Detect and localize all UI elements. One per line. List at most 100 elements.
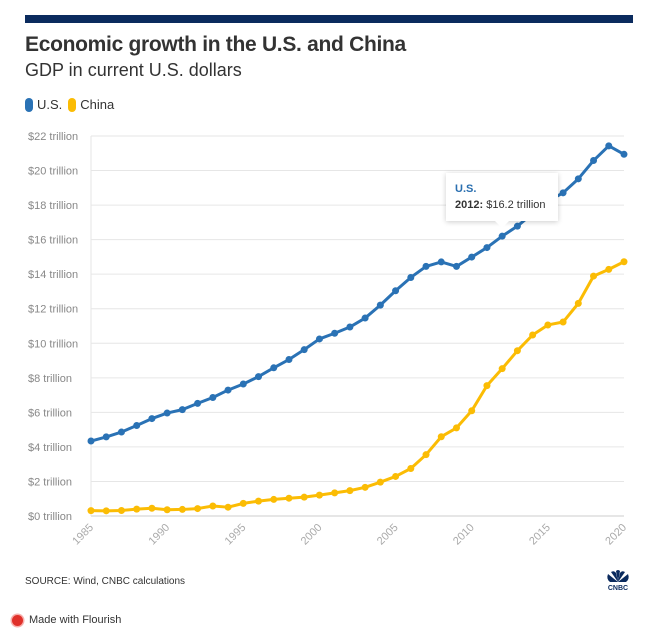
data-point	[224, 386, 232, 394]
x-tick-label: 2010	[451, 522, 477, 548]
y-tick-label: $20 trillion	[28, 166, 78, 178]
legend-swatch-us	[25, 97, 33, 112]
tooltip: U.S. 2012: $16.2 trillion	[446, 173, 558, 228]
y-tick-label: $2 trillion	[28, 476, 72, 488]
data-point	[331, 489, 339, 497]
x-tick-label: 2020	[603, 522, 629, 548]
data-point	[148, 504, 156, 512]
data-point	[300, 493, 308, 501]
data-point	[590, 272, 598, 280]
legend-item-us[interactable]: U.S.	[25, 97, 62, 112]
data-point	[300, 346, 308, 354]
data-point	[178, 406, 186, 414]
data-point	[239, 380, 247, 388]
data-point	[574, 299, 582, 307]
data-point	[513, 347, 521, 355]
data-point	[346, 323, 354, 331]
data-point	[513, 222, 521, 230]
legend-label-us: U.S.	[37, 97, 63, 112]
data-point	[148, 415, 156, 423]
series-line-china	[90, 260, 625, 513]
x-tick-label: 2005	[375, 522, 401, 548]
data-point	[605, 265, 613, 273]
header-bar	[25, 15, 633, 23]
data-point	[285, 494, 293, 502]
flourish-credit[interactable]: Made with Flourish	[12, 614, 121, 626]
data-point	[133, 421, 141, 429]
legend: U.S. China	[25, 97, 120, 112]
data-point	[605, 142, 613, 150]
x-tick-label: 1995	[223, 522, 249, 548]
data-point	[452, 262, 460, 270]
y-tick-label: $14 trillion	[28, 269, 78, 281]
y-tick-label: $4 trillion	[28, 442, 72, 454]
x-tick-label: 2000	[299, 522, 325, 548]
data-point	[590, 157, 598, 165]
x-tick-label: 1990	[146, 522, 172, 548]
y-tick-label: $18 trillion	[28, 200, 78, 212]
data-point	[376, 301, 384, 309]
data-point	[346, 487, 354, 495]
data-point	[255, 497, 263, 505]
data-point	[392, 472, 400, 480]
data-point	[133, 505, 141, 513]
y-tick-label: $12 trillion	[28, 304, 78, 316]
data-point	[559, 189, 567, 197]
data-point	[361, 314, 369, 322]
data-point	[376, 478, 384, 486]
y-tick-label: $10 trillion	[28, 338, 78, 350]
data-point	[407, 465, 415, 472]
data-point	[285, 356, 293, 364]
data-point	[87, 437, 95, 445]
data-point	[361, 483, 369, 491]
data-point	[270, 495, 278, 503]
cnbc-logo: CNBC	[603, 570, 633, 592]
data-point	[452, 424, 460, 432]
legend-item-china[interactable]: China	[68, 97, 114, 112]
y-tick-label: $0 trillion	[28, 511, 72, 523]
data-point	[620, 150, 628, 158]
data-point	[498, 232, 506, 240]
source-note: SOURCE: Wind, CNBC calculations	[25, 576, 186, 587]
flourish-icon	[12, 614, 23, 626]
data-point	[468, 253, 476, 261]
data-point	[620, 258, 628, 266]
data-point	[392, 287, 400, 295]
data-point	[574, 175, 582, 183]
data-point	[559, 318, 567, 326]
data-point	[255, 373, 263, 381]
data-point	[102, 507, 110, 515]
data-point	[117, 506, 125, 514]
data-point	[468, 407, 476, 415]
chart-title: Economic growth in the U.S. and China	[25, 33, 406, 56]
data-point	[544, 321, 552, 329]
data-point	[331, 329, 339, 337]
y-tick-label: $8 trillion	[28, 373, 72, 385]
data-point	[194, 505, 202, 513]
data-point	[529, 331, 537, 339]
data-point	[178, 505, 186, 513]
legend-label-china: China	[80, 97, 115, 112]
data-point	[270, 364, 278, 372]
data-point	[407, 273, 415, 281]
data-point	[117, 428, 125, 436]
cnbc-logo-text: CNBC	[608, 585, 628, 592]
data-point	[209, 502, 217, 510]
data-point	[483, 244, 491, 252]
data-point	[498, 365, 506, 373]
y-tick-label: $16 trillion	[28, 235, 78, 247]
data-point	[163, 506, 171, 514]
tooltip-year: 2012:	[455, 199, 484, 211]
data-point	[194, 399, 202, 407]
data-point	[437, 258, 445, 266]
tooltip-series: U.S.	[455, 183, 477, 195]
tooltip-value: $16.2 trillion	[486, 199, 546, 211]
data-point	[102, 433, 110, 441]
flourish-label: Made with Flourish	[29, 614, 122, 626]
data-point	[163, 409, 171, 417]
data-point	[224, 503, 232, 511]
data-point	[209, 394, 217, 402]
data-point	[315, 491, 323, 499]
data-point	[422, 451, 430, 459]
